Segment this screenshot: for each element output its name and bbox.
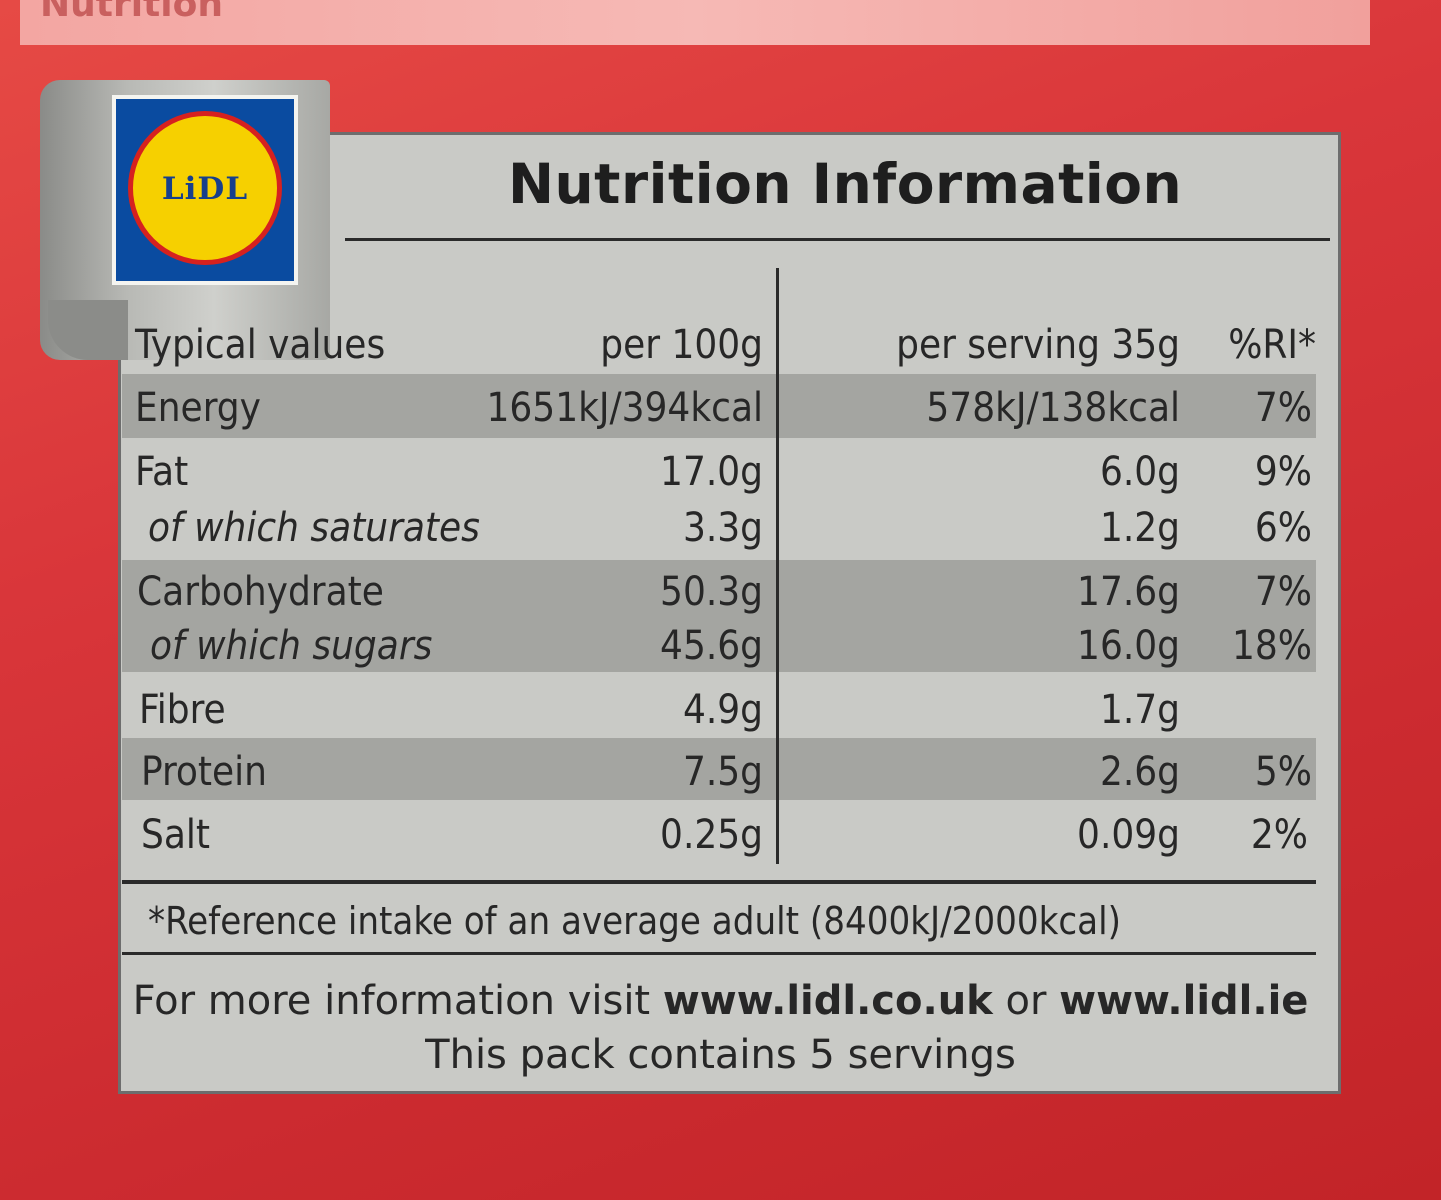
lidl-logo: LiDL: [112, 95, 298, 285]
more-info-prefix: For more information visit: [132, 978, 663, 1024]
row-per100-salt: 0.25g: [660, 812, 763, 858]
url-ie-link[interactable]: www.lidl.ie: [1059, 978, 1309, 1024]
row-perserving-fat: 6.0g: [1099, 449, 1180, 495]
table-bottom-rule: [122, 880, 1316, 884]
row-ri-carbohydrate: 7%: [1254, 569, 1312, 615]
row-per100-saturates: 3.3g: [682, 505, 763, 551]
row-perserving-fibre: 1.7g: [1099, 687, 1180, 733]
row-ri-fat: 9%: [1254, 449, 1312, 495]
logo-circle: LiDL: [128, 111, 282, 265]
row-perserving-sugars: 16.0g: [1077, 623, 1180, 669]
package-top-band: Nutrition: [20, 0, 1370, 45]
url-uk-link[interactable]: www.lidl.co.uk: [662, 978, 993, 1024]
row-shade-protein: [122, 738, 1316, 800]
row-label-sugars: of which sugars: [150, 623, 433, 669]
row-label-fibre: Fibre: [139, 687, 226, 733]
row-perserving-salt: 0.09g: [1077, 812, 1180, 858]
row-label-carbohydrate: Carbohydrate: [137, 569, 384, 615]
row-shade-energy: [122, 374, 1316, 438]
header-per-serving: per serving 35g: [896, 322, 1180, 368]
row-label-fat: Fat: [135, 449, 189, 495]
row-ri-energy: 7%: [1254, 385, 1312, 431]
row-per100-carbohydrate: 50.3g: [660, 569, 763, 615]
row-ri-salt: 2%: [1250, 812, 1308, 858]
reference-rule: [122, 952, 1316, 955]
more-info-line: For more information visit www.lidl.co.u…: [0, 978, 1441, 1024]
row-per100-sugars: 45.6g: [660, 623, 763, 669]
servings-note: This pack contains 5 servings: [425, 1032, 1016, 1078]
row-perserving-saturates: 1.2g: [1099, 505, 1180, 551]
header-typical-values: Typical values: [135, 322, 386, 368]
row-perserving-energy: 578kJ/138kcal: [926, 385, 1180, 431]
row-ri-protein: 5%: [1254, 749, 1312, 795]
header-per-100g: per 100g: [600, 322, 763, 368]
row-shade-carbohydrate: [122, 560, 1316, 672]
row-per100-fibre: 4.9g: [682, 687, 763, 733]
row-label-saturates: of which saturates: [148, 505, 480, 551]
title-underline: [345, 238, 1330, 241]
row-per100-energy: 1651kJ/394kcal: [486, 385, 763, 431]
column-divider: [776, 268, 779, 864]
row-per100-fat: 17.0g: [660, 449, 763, 495]
logo-text: LiDL: [161, 171, 249, 207]
top-label: Nutrition: [40, 0, 223, 25]
header-ri: %RI*: [1228, 322, 1316, 368]
reference-note: *Reference intake of an average adult (8…: [148, 899, 1121, 943]
row-ri-sugars: 18%: [1232, 623, 1312, 669]
row-perserving-carbohydrate: 17.6g: [1077, 569, 1180, 615]
row-perserving-protein: 2.6g: [1099, 749, 1180, 795]
row-per100-protein: 7.5g: [682, 749, 763, 795]
banner-curl: [48, 300, 128, 360]
row-label-salt: Salt: [141, 812, 211, 858]
nutrition-title: Nutrition Information: [508, 152, 1183, 216]
row-label-energy: Energy: [135, 385, 261, 431]
more-info-or: or: [992, 978, 1060, 1024]
row-ri-saturates: 6%: [1254, 505, 1312, 551]
row-label-protein: Protein: [141, 749, 267, 795]
